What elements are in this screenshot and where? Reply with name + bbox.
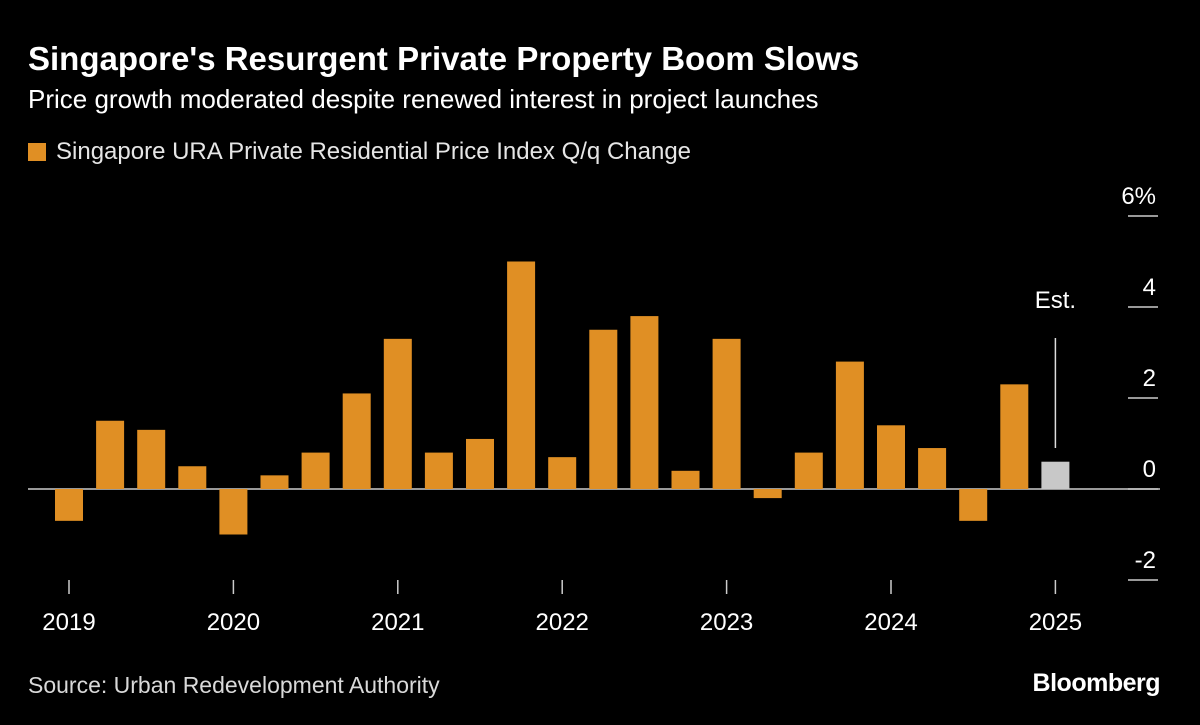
y-tick-label: 0 <box>1143 456 1156 483</box>
bar <box>753 489 782 499</box>
y-tick-label: 2 <box>1143 365 1156 392</box>
bar <box>137 429 166 489</box>
x-tick-label: 2019 <box>42 609 95 636</box>
bar <box>507 261 536 489</box>
bar <box>589 329 618 489</box>
y-tick-label: 4 <box>1143 274 1156 301</box>
x-tick-label: 2020 <box>207 609 260 636</box>
bar <box>671 470 700 489</box>
bar <box>260 475 289 489</box>
chart-title: Singapore's Resurgent Private Property B… <box>28 40 860 77</box>
bar <box>918 448 947 489</box>
x-tick-label: 2024 <box>864 609 917 636</box>
bar <box>178 466 207 489</box>
bar <box>877 425 905 489</box>
bloomberg-logo: Bloomberg <box>1032 669 1161 697</box>
legend-label: Singapore URA Private Residential Price … <box>56 138 692 165</box>
chart-legend: Singapore URA Private Residential Price … <box>28 138 691 166</box>
x-tick-label: 2025 <box>1029 609 1082 636</box>
bar <box>342 393 371 489</box>
legend-swatch <box>28 143 46 161</box>
x-tick-label: 2023 <box>700 609 753 636</box>
bar <box>959 489 988 521</box>
x-tick-label: 2021 <box>371 609 424 636</box>
y-tick-label: 6% <box>1121 183 1156 210</box>
chart-subtitle: Price growth moderated despite renewed i… <box>28 84 819 114</box>
bar <box>548 457 577 489</box>
bar <box>794 452 823 489</box>
source-note: Source: Urban Redevelopment Authority <box>28 672 440 698</box>
bar <box>96 420 125 489</box>
x-tick-label: 2022 <box>536 609 589 636</box>
estimate-bar <box>1041 461 1070 489</box>
bar <box>630 316 659 489</box>
y-tick-label: -2 <box>1135 547 1156 574</box>
bar <box>219 489 248 535</box>
bar <box>1000 384 1029 489</box>
estimate-annotation-label: Est. <box>1035 287 1076 314</box>
bar <box>424 452 453 489</box>
bar <box>301 452 330 489</box>
bar <box>835 361 864 489</box>
bar <box>55 489 83 521</box>
bar <box>466 438 494 489</box>
bar <box>712 338 741 489</box>
bar <box>383 338 412 489</box>
